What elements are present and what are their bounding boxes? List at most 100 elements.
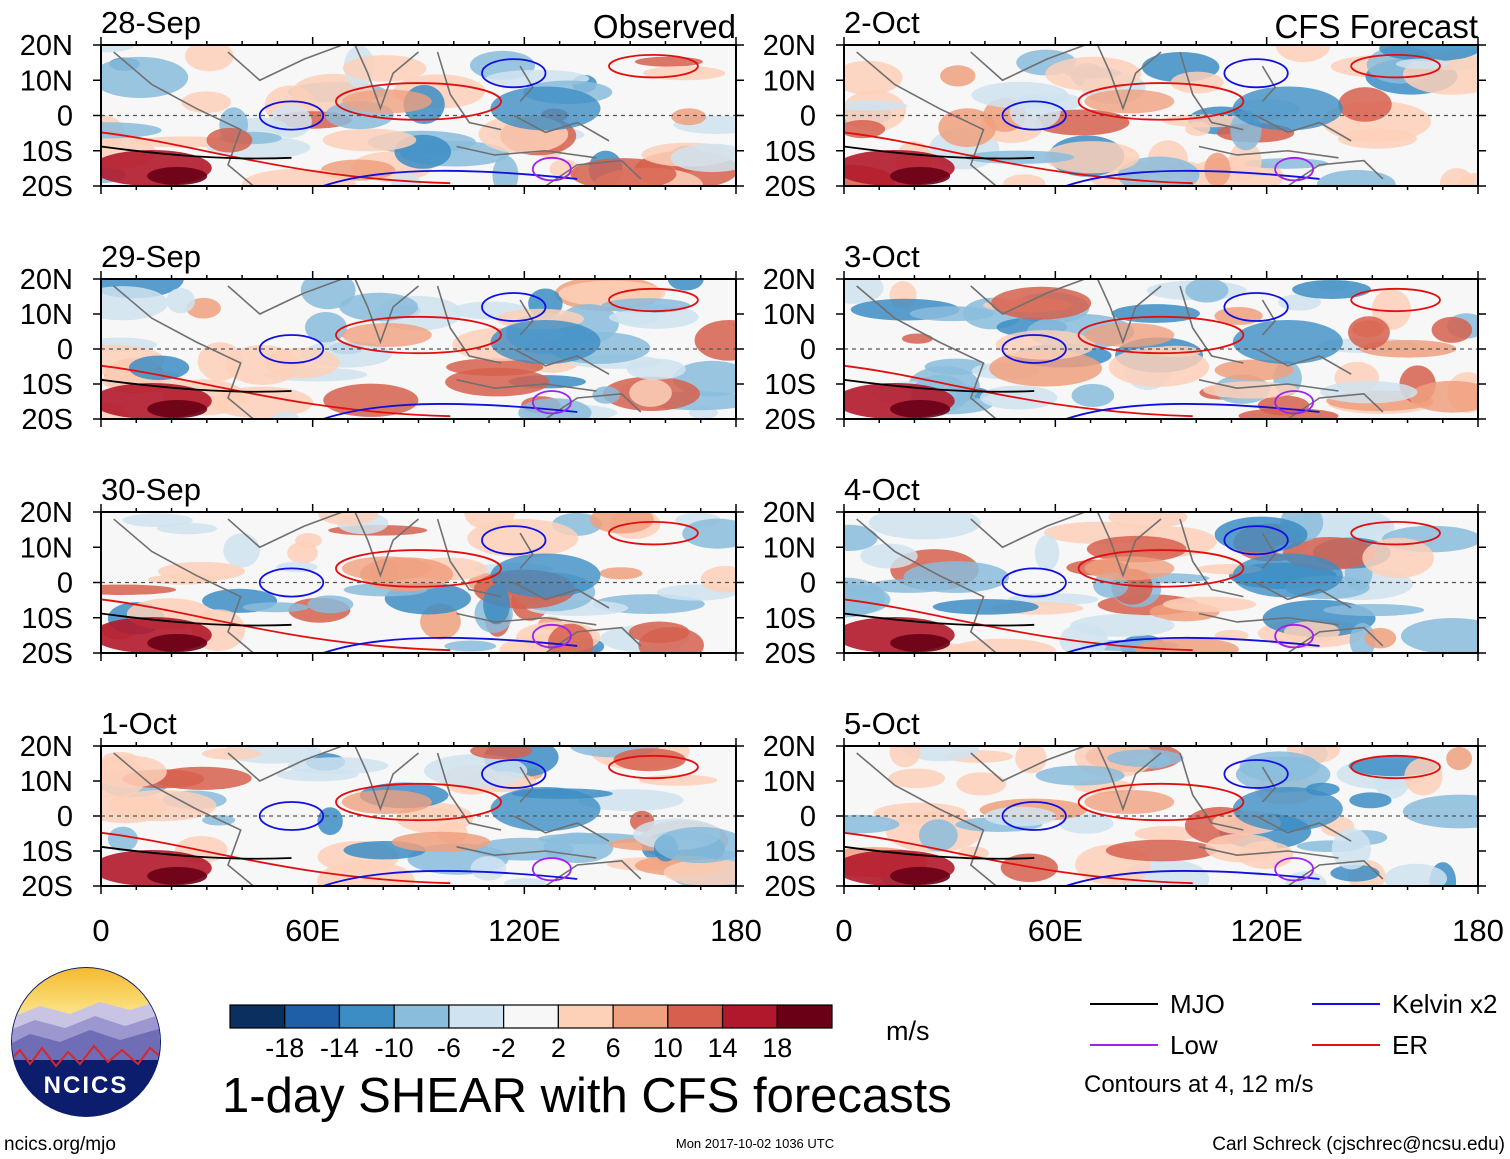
er-contour <box>608 754 699 780</box>
kelvin-contour <box>1001 567 1067 598</box>
legend-label-low: Low <box>1170 1030 1218 1060</box>
wave-contours <box>844 754 1441 886</box>
shear-field <box>101 279 736 419</box>
coastlines <box>113 45 642 186</box>
y-tick-label: 0 <box>57 568 73 600</box>
kelvin-contour <box>258 100 325 131</box>
wave-contours <box>101 520 699 653</box>
column-title-forecast: CFS Forecast <box>1274 8 1478 45</box>
colorbar-swatch <box>667 1004 724 1029</box>
panel-date-label: 28-Sep <box>101 5 201 40</box>
er-contour <box>1077 315 1245 355</box>
y-tick-label: 10S <box>21 603 73 635</box>
y-tick-label: 20S <box>764 871 816 903</box>
colorbar-swatch <box>448 1004 505 1029</box>
y-tick-label: 20N <box>20 30 73 62</box>
shear-field <box>844 279 1478 419</box>
x-tick-label: 0 <box>835 913 852 948</box>
y-tick-label: 0 <box>57 101 73 133</box>
er-contour <box>1350 53 1441 79</box>
kelvin-contour <box>322 169 578 186</box>
y-tick-label: 10S <box>764 136 816 168</box>
kelvin-contour <box>322 403 578 419</box>
y-tick-label: 10S <box>21 136 73 168</box>
y-tick-label: 10N <box>20 766 73 798</box>
x-tick-label: 120E <box>488 913 560 948</box>
mjo-contour <box>844 612 1035 627</box>
er-contour <box>608 520 699 546</box>
footer-timestamp: Mon 2017-10-02 1036 UTC <box>676 1136 834 1151</box>
shear-field <box>101 746 736 886</box>
wave-contours <box>844 53 1441 186</box>
er-contour <box>1350 287 1441 313</box>
er-contour <box>1077 549 1245 588</box>
y-tick-label: 20N <box>763 497 816 529</box>
logo-text: NCICS <box>44 1072 129 1099</box>
er-contour <box>335 315 502 355</box>
kelvin-contour <box>1223 525 1289 556</box>
kelvin-contour <box>258 334 325 364</box>
y-tick-label: 10S <box>21 836 73 868</box>
y-tick-label: 0 <box>57 334 73 366</box>
y-tick-label: 0 <box>800 801 816 833</box>
colorbar-label: 14 <box>708 1033 738 1063</box>
mjo-contour <box>844 378 1035 393</box>
y-tick-label: 10S <box>764 603 816 635</box>
contour-note: Contours at 4, 12 m/s <box>1084 1071 1313 1098</box>
kelvin-contour <box>1065 636 1320 653</box>
y-tick-label: 10N <box>763 532 816 564</box>
er-contour <box>101 131 451 185</box>
kelvin-contour <box>481 525 547 556</box>
coastlines <box>856 45 1384 186</box>
panel-date-label: 5-Oct <box>844 706 920 741</box>
y-tick-label: 20N <box>763 264 816 296</box>
y-tick-label: 20S <box>21 638 73 670</box>
mjo-contour <box>101 145 292 160</box>
colorbar-swatch <box>338 1004 395 1029</box>
y-tick-label: 10N <box>20 65 73 97</box>
kelvin-contour <box>1065 169 1320 186</box>
coastlines <box>856 746 1384 886</box>
panel-date-label: 3-Oct <box>844 239 920 274</box>
shear-field <box>844 512 1478 653</box>
x-tick-label: 60E <box>285 913 340 948</box>
panel-date-label: 2-Oct <box>844 5 920 40</box>
er-contour <box>1350 754 1441 780</box>
x-tick-label: 60E <box>1028 913 1083 948</box>
colorbar-label: -6 <box>437 1033 461 1063</box>
y-tick-label: 20N <box>763 731 816 763</box>
er-contour <box>335 82 502 121</box>
er-contour <box>844 364 1193 418</box>
colorbar: -18 -14 -10 -6 -2 2 6 10 14 18 <box>229 1004 833 1063</box>
column-title-observed: Observed <box>593 8 736 45</box>
er-contour <box>844 831 1193 885</box>
kelvin-contour <box>481 292 547 322</box>
kelvin-contour <box>1223 58 1289 89</box>
shear-field <box>844 746 1478 886</box>
er-contour <box>335 549 502 588</box>
wave-contours <box>101 53 699 186</box>
low-contour <box>1274 623 1315 649</box>
low-contour <box>1274 857 1315 882</box>
coastlines <box>113 279 642 419</box>
wave-contours <box>101 287 699 419</box>
y-tick-label: 20N <box>20 264 73 296</box>
footer-url: ncics.org/mjo <box>4 1134 116 1155</box>
kelvin-contour <box>258 567 325 598</box>
y-tick-label: 10N <box>763 299 816 331</box>
low-contour <box>1274 156 1315 182</box>
low-contour <box>531 390 572 415</box>
colorbar-label: 18 <box>762 1033 792 1063</box>
er-contour <box>101 598 451 652</box>
legend-label-er: ER <box>1392 1030 1428 1060</box>
x-tick-label: 0 <box>92 913 109 948</box>
coastlines <box>856 279 1384 419</box>
kelvin-contour <box>1223 759 1289 789</box>
units-label: m/s <box>886 1016 930 1046</box>
kelvin-contour <box>1223 292 1289 322</box>
legend-label-kelvin: Kelvin x2 <box>1392 989 1498 1019</box>
